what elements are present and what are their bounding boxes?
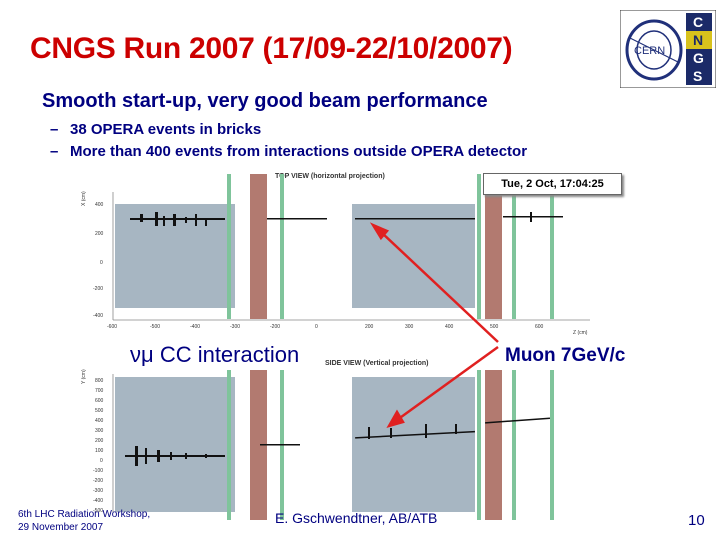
svg-text:CERN: CERN — [634, 45, 665, 57]
bullet-dash: – — [50, 143, 59, 160]
slide-subtitle: Smooth start-up, very good beam performa… — [42, 90, 488, 112]
tick-label: -600 — [107, 324, 117, 330]
rpc-strip — [512, 370, 516, 520]
timestamp-box: Tue, 2 Oct, 17:04:25 — [483, 173, 622, 195]
tick-label: 200 — [365, 324, 374, 330]
tick-label: 600 — [95, 398, 104, 404]
event-display: TOP VIEW (horizontal projection) X (cm) … — [45, 162, 645, 520]
tick-label: 400 — [445, 324, 454, 330]
workshop-line1: 6th LHC Radiation Workshop, — [18, 509, 151, 520]
tick-label: 0 — [315, 324, 318, 330]
rpc-strip — [512, 174, 516, 319]
rpc-strip — [477, 174, 481, 319]
tick-label: -400 — [93, 313, 103, 319]
annotation-arrows — [369, 222, 499, 429]
tick-label: 400 — [95, 202, 104, 208]
tick-label: 0 — [100, 458, 103, 464]
tick-label: 200 — [95, 231, 104, 237]
tick-label: 200 — [95, 438, 104, 444]
tick-label: 300 — [95, 428, 104, 434]
tick-label: -500 — [93, 508, 103, 514]
tick-label: -300 — [230, 324, 240, 330]
rpc-strip — [550, 174, 554, 319]
muon-label: Muon 7GeV/c — [505, 345, 626, 366]
tick-label: -400 — [93, 498, 103, 504]
detector-block — [352, 377, 475, 512]
cern-cngs-logo: CERN C N G S — [620, 10, 716, 88]
top-panel-title: TOP VIEW (horizontal projection) — [275, 173, 385, 180]
rpc-strip — [227, 370, 231, 520]
svg-text:G: G — [693, 50, 704, 66]
top-xticks: -600 -500 -400 -300 -200 0 200 300 400 5… — [107, 324, 544, 330]
tick-label: -200 — [93, 478, 103, 484]
rpc-strip — [477, 370, 481, 520]
detector-block — [115, 377, 235, 512]
tick-label: -400 — [190, 324, 200, 330]
side-hits — [125, 417, 551, 466]
cngs-letters: C N G S — [686, 13, 712, 85]
tick-label: 800 — [95, 378, 104, 384]
cc-text: CC interaction — [159, 342, 300, 367]
page-number: 10 — [688, 512, 705, 529]
top-ylabel: X (cm) — [81, 191, 87, 206]
tick-label: -500 — [150, 324, 160, 330]
rpc-strip — [227, 174, 231, 319]
tick-label: 100 — [95, 448, 104, 454]
tick-label: 500 — [490, 324, 499, 330]
top-view-panel: TOP VIEW (horizontal projection) X (cm) … — [81, 173, 590, 336]
tick-label: 300 — [405, 324, 414, 330]
cc-interaction-label: νμ CC interaction — [130, 342, 299, 368]
detector-block — [352, 204, 475, 308]
footer-workshop: 6th LHC Radiation Workshop, 29 November … — [18, 508, 150, 534]
bullet-text: More than 400 events from interactions o… — [70, 143, 528, 160]
slide-title: CNGS Run 2007 (17/09-22/10/2007) — [30, 32, 513, 65]
workshop-line2: 29 November 2007 — [18, 522, 104, 533]
tick-label: -100 — [93, 468, 103, 474]
bullet-item: –38 OPERA events in bricks — [50, 121, 261, 138]
magnet-block — [250, 370, 267, 520]
rpc-strip — [550, 370, 554, 520]
bullet-dash: – — [50, 121, 59, 138]
bullet-item: – More than 400 events from interactions … — [50, 143, 527, 160]
side-ylabel: Y (cm) — [81, 369, 87, 384]
tick-label: 600 — [535, 324, 544, 330]
numu-symbol: νμ — [130, 342, 154, 367]
side-panel-title: SIDE VIEW (Vertical projection) — [325, 360, 428, 367]
side-yticks: 800 700 600 500 400 300 200 100 0 -100 -… — [93, 378, 104, 514]
footer-author: E. Gschwendtner, AB/ATB — [275, 510, 438, 526]
tick-label: 700 — [95, 388, 104, 394]
side-view-panel: SIDE VIEW (Vertical projection) Y (cm) 8… — [81, 360, 554, 520]
tick-label: -200 — [270, 324, 280, 330]
top-xlabel: Z (cm) — [573, 330, 588, 336]
top-yticks: 400 200 0 -200 -400 — [93, 202, 104, 319]
cern-icon: CERN — [625, 19, 683, 81]
svg-text:C: C — [693, 14, 703, 30]
tick-label: 0 — [100, 260, 103, 266]
tick-label: -300 — [93, 488, 103, 494]
magnet-block — [250, 174, 267, 319]
rpc-strip — [280, 174, 284, 319]
svg-text:S: S — [693, 68, 702, 84]
magnet-block — [485, 370, 502, 520]
tick-label: 400 — [95, 418, 104, 424]
bullet-text: 38 OPERA events in bricks — [70, 121, 262, 138]
magnet-block — [485, 174, 502, 319]
tick-label: 500 — [95, 408, 104, 414]
top-hits — [130, 212, 563, 226]
svg-text:N: N — [693, 32, 703, 48]
tick-label: -200 — [93, 286, 103, 292]
